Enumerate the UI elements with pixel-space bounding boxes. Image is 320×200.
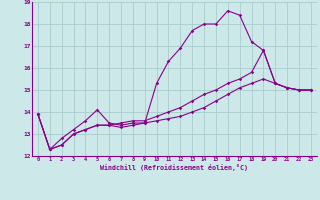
X-axis label: Windchill (Refroidissement éolien,°C): Windchill (Refroidissement éolien,°C) (100, 164, 248, 171)
